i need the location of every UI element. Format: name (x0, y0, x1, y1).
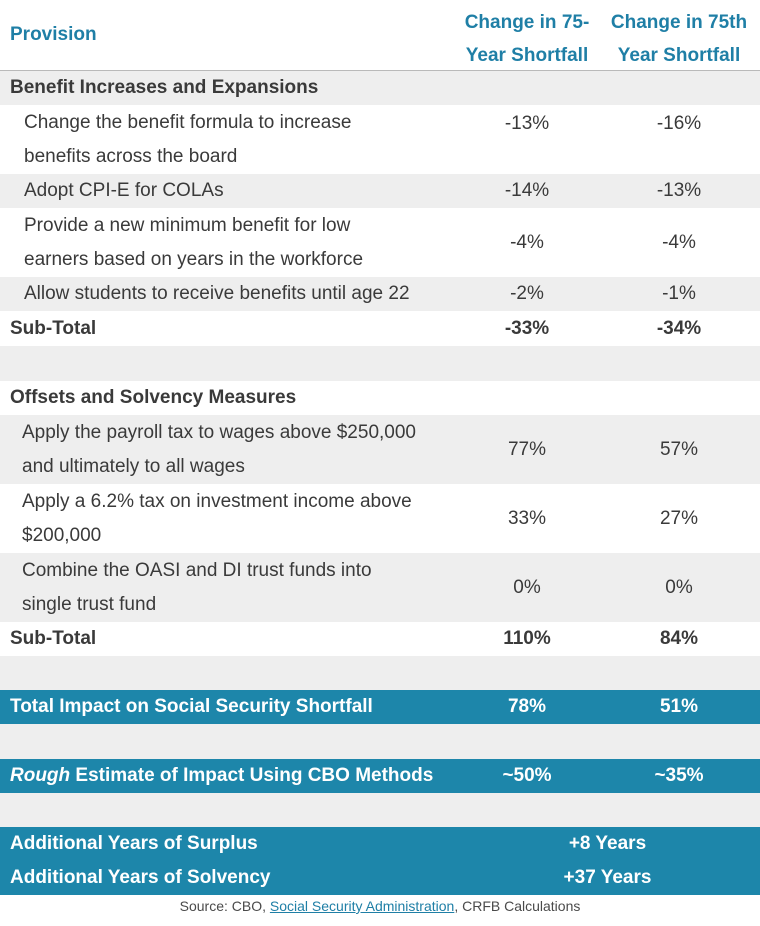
solvency-value: +37 Years (563, 867, 652, 888)
total-value-75: 78% (507, 696, 547, 717)
spacer-row (0, 656, 760, 690)
row-value-75: 77% (507, 438, 547, 460)
source-link[interactable]: Social Security Administration (269, 898, 455, 914)
solvency-label: Additional Years of Solvency (10, 867, 271, 888)
total-label: Total Impact on Social Security Shortfal… (10, 696, 373, 717)
header-col-75th-year: Change in 75th Year Shortfall (610, 12, 748, 66)
surplus-row: Additional Years of Surplus +8 Years (0, 827, 760, 861)
row-label: Apply the payroll tax to wages above $25… (22, 421, 416, 443)
row-label: single trust fund (22, 593, 157, 615)
table-header: Provision Change in 75- Year Shortfall C… (0, 0, 760, 71)
row-label: Change the benefit formula to increase (24, 111, 352, 133)
rough-estimate-label: Rough Estimate of Impact Using CBO Metho… (10, 765, 434, 786)
row-label: Apply a 6.2% tax on investment income ab… (22, 490, 412, 512)
table-row: Provide a new minimum benefit for low ea… (0, 208, 760, 277)
subtotal-label: Sub-Total (10, 317, 97, 339)
subtotal-value-75th: -34% (656, 317, 702, 339)
rough-emphasis: Rough (10, 765, 71, 786)
subtotal-row: Sub-Total 110% 84% (0, 622, 760, 656)
row-value-75th: 27% (659, 507, 699, 529)
subtotal-value-75: 110% (503, 628, 551, 649)
table-row: Change the benefit formula to increase b… (0, 105, 760, 174)
subtotal-row: Sub-Total -33% -34% (0, 311, 760, 346)
row-value-75: -13% (504, 113, 550, 134)
table-row: Combine the OASI and DI trust funds into… (0, 553, 760, 622)
row-label: $200,000 (22, 524, 102, 546)
table-row: Apply a 6.2% tax on investment income ab… (0, 484, 760, 553)
row-value-75: -14% (504, 180, 550, 201)
row-label: benefits across the board (24, 145, 238, 167)
total-value-75th: 51% (659, 696, 699, 717)
total-row: Total Impact on Social Security Shortfal… (0, 690, 760, 724)
rough-value-75: ~50% (502, 765, 552, 786)
row-value-75th: -1% (662, 283, 696, 304)
surplus-label: Additional Years of Surplus (10, 833, 258, 854)
row-value-75: -2% (510, 283, 544, 304)
rough-estimate-row: Rough Estimate of Impact Using CBO Metho… (0, 759, 760, 793)
row-value-75th: 0% (665, 576, 693, 598)
source-note: Source: CBO, Social Security Administrat… (179, 898, 581, 914)
row-value-75th: 57% (659, 438, 699, 460)
table-row: Adopt CPI-E for COLAs -14% -13% (0, 174, 760, 208)
header-provision: Provision (10, 24, 97, 45)
subtotal-value-75th: 84% (659, 628, 699, 649)
row-label: Adopt CPI-E for COLAs (24, 180, 224, 201)
section-title-row: Benefit Increases and Expansions (0, 71, 760, 105)
header-col-75-year: Change in 75- Year Shortfall (464, 12, 590, 66)
table-row: Apply the payroll tax to wages above $25… (0, 415, 760, 484)
surplus-value: +8 Years (568, 833, 647, 854)
spacer-row (0, 346, 760, 381)
row-label: Allow students to receive benefits until… (24, 283, 410, 304)
table-row: Allow students to receive benefits until… (0, 277, 760, 311)
section-title-row: Offsets and Solvency Measures (0, 381, 760, 415)
section-title: Offsets and Solvency Measures (10, 387, 297, 408)
solvency-row: Additional Years of Solvency +37 Years (0, 861, 760, 895)
row-label: and ultimately to all wages (22, 455, 245, 477)
rough-value-75th: ~35% (654, 765, 704, 786)
row-label: earners based on years in the workforce (24, 248, 364, 270)
row-value-75: 33% (507, 507, 547, 529)
row-label: Combine the OASI and DI trust funds into (22, 559, 372, 581)
spacer-row (0, 724, 760, 759)
section-title: Benefit Increases and Expansions (10, 77, 319, 98)
row-value-75th: -13% (656, 180, 702, 201)
spacer-row (0, 793, 760, 827)
row-label: Provide a new minimum benefit for low (24, 214, 351, 236)
subtotal-value-75: -33% (504, 317, 550, 339)
row-value-75th: -4% (662, 231, 696, 253)
subtotal-label: Sub-Total (10, 628, 97, 649)
row-value-75: 0% (513, 576, 541, 598)
row-value-75: -4% (510, 231, 544, 253)
row-value-75th: -16% (656, 113, 702, 134)
